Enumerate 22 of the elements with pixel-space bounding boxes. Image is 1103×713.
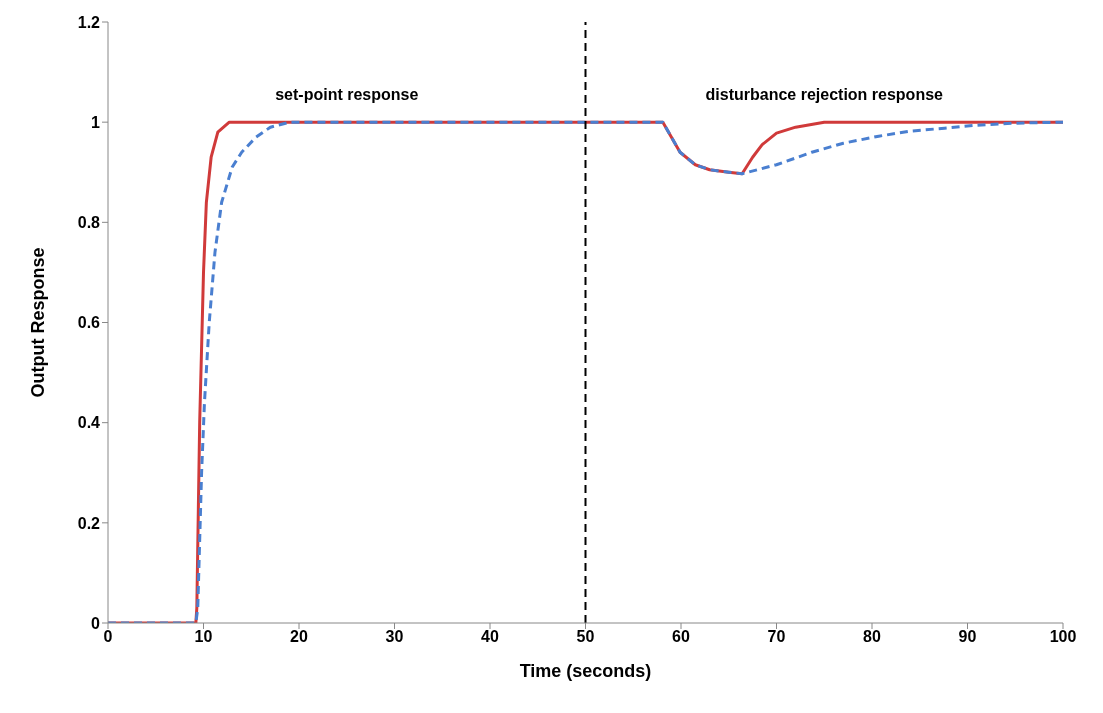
annotation: disturbance rejection response bbox=[705, 86, 943, 104]
y-tick-label: 0.8 bbox=[77, 214, 101, 232]
y-tick-label: 0.2 bbox=[77, 514, 101, 532]
x-tick-label: 40 bbox=[481, 628, 499, 646]
y-tick-label: 0.6 bbox=[77, 314, 101, 332]
y-tick-label: 1.2 bbox=[77, 13, 101, 31]
x-tick-label: 30 bbox=[385, 628, 404, 646]
y-tick-label: 0.4 bbox=[77, 414, 101, 432]
y-tick-label: 1 bbox=[91, 113, 101, 131]
x-tick-label: 70 bbox=[767, 628, 786, 646]
x-tick-label: 100 bbox=[1049, 628, 1077, 646]
y-axis-title: Output Response bbox=[28, 247, 49, 398]
x-tick-label: 0 bbox=[103, 628, 113, 646]
x-tick-label: 20 bbox=[290, 628, 308, 646]
x-tick-label: 80 bbox=[863, 628, 881, 646]
x-tick-label: 60 bbox=[672, 628, 690, 646]
x-tick-label: 10 bbox=[194, 628, 213, 646]
x-tick-label: 50 bbox=[576, 628, 595, 646]
annotation: set-point response bbox=[275, 86, 419, 104]
x-tick-label: 90 bbox=[958, 628, 977, 646]
y-tick-label: 0 bbox=[91, 614, 101, 632]
x-axis-title: Time (seconds) bbox=[519, 661, 652, 681]
